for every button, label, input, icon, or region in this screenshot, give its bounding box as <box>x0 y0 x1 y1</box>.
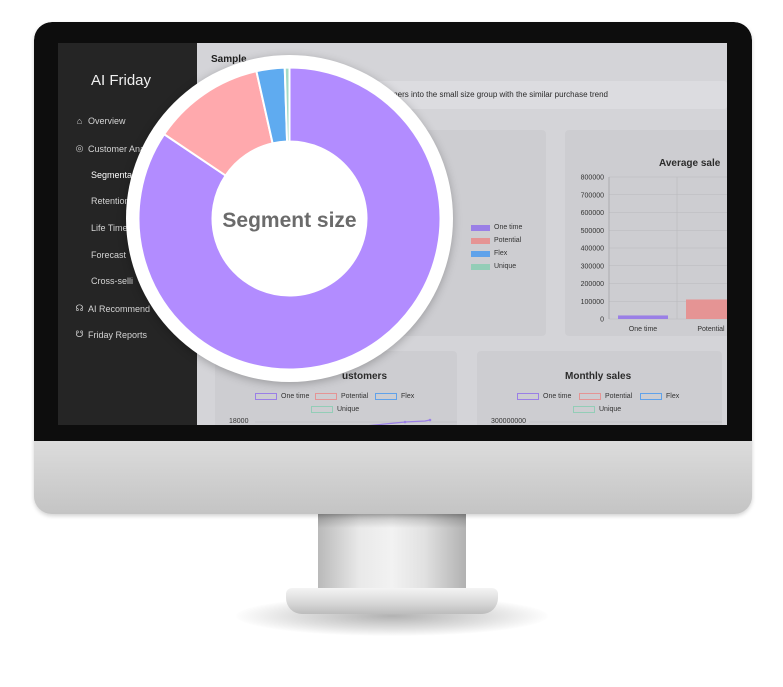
bar-one-time <box>618 315 668 319</box>
data-point <box>428 418 432 422</box>
monitor-stand <box>318 514 466 592</box>
customers-title: ustomers <box>342 371 388 382</box>
legend-label: Potential <box>341 393 369 400</box>
sidebar-item-label: Retention <box>91 196 130 206</box>
y-axis-tick: 300000000 <box>491 418 527 425</box>
sidebar-item-label: Cross-selli <box>91 276 134 286</box>
legend-label: Potential <box>605 393 633 400</box>
legend-item-unique: Unique <box>311 406 359 413</box>
x-axis-tick: Potential <box>697 326 725 333</box>
donut-slice-unique <box>283 66 291 143</box>
monitor-stand-shadow <box>318 514 466 528</box>
legend-label: Unique <box>494 263 517 270</box>
legend-swatch <box>375 393 397 400</box>
segment-size-donut <box>137 66 442 371</box>
legend-label: One time <box>494 224 523 231</box>
series-line-one-time <box>368 419 431 425</box>
legend-item-flex: Flex <box>375 393 414 400</box>
y-axis-tick: 300000 <box>581 263 604 270</box>
legend-swatch <box>471 250 490 257</box>
customers-chart <box>255 418 457 425</box>
legend-item-one-time: One time <box>517 393 571 400</box>
legend-swatch <box>315 393 337 400</box>
y-axis-tick: 700000 <box>581 192 604 199</box>
monitor-stand-base <box>286 588 498 614</box>
monthly-sales-chart <box>529 421 722 423</box>
legend-item-potential: Potential <box>471 237 521 244</box>
sidebar-item-label: Life Time <box>91 223 128 233</box>
sidebar-item-retention[interactable]: Retention <box>91 196 130 206</box>
sidebar-item-forecast[interactable]: Forecast <box>91 250 126 260</box>
magnifier-callout: Segment size <box>126 55 453 382</box>
brain-icon: ☊ <box>75 303 84 313</box>
y-axis-tick: 400000 <box>581 246 604 253</box>
legend-label: Unique <box>337 406 360 413</box>
legend-item-one-time: One time <box>255 393 309 400</box>
legend-swatch <box>573 406 595 413</box>
legend-swatch <box>471 263 490 270</box>
sidebar-item-label: Segmenta <box>91 170 133 180</box>
monthly-sales-card: Monthly sales One time Potential Flex Un… <box>477 351 722 425</box>
legend-label: One time <box>281 393 310 400</box>
data-point <box>403 420 407 424</box>
legend-swatch <box>579 393 601 400</box>
sidebar-item-friday-reports[interactable]: ☋ Friday Reports <box>74 329 148 340</box>
legend-item-potential: Potential <box>579 393 632 400</box>
monthly-sales-title: Monthly sales <box>565 371 632 382</box>
average-sales-title: Average sale <box>659 158 721 169</box>
y-axis-tick: 500000 <box>581 228 604 235</box>
legend-label: Flex <box>494 250 508 257</box>
page-title: Sample <box>211 54 247 65</box>
y-axis-tick: 18000 <box>229 418 249 425</box>
sidebar-item-label: AI Recommend <box>88 303 151 314</box>
legend-item-flex: Flex <box>640 393 679 400</box>
target-icon: ◎ <box>75 143 84 153</box>
y-axis-tick: 0 <box>600 317 604 324</box>
legend-item-unique: Unique <box>471 263 516 270</box>
legend-item-one-time: One time <box>471 224 522 231</box>
sidebar-item-label: Overview <box>88 116 126 126</box>
sidebar-item-ai-recommend[interactable]: ☊ AI Recommend <box>74 303 151 314</box>
sidebar-item-label: Customer Ana <box>88 143 146 154</box>
average-sales-card: Average sale 800000 700000 600000 500000 400… <box>565 130 727 336</box>
legend-item-unique: Unique <box>573 406 621 413</box>
legend-label: One time <box>543 393 572 400</box>
sidebar-item-overview[interactable]: ⌂ Overview <box>74 116 126 126</box>
legend-swatch <box>517 393 539 400</box>
legend-label: Unique <box>599 406 622 413</box>
y-axis-tick: 600000 <box>581 210 604 217</box>
legend-label: Potential <box>494 237 522 244</box>
app-title: AI Friday <box>90 72 151 89</box>
x-axis-tick: One time <box>629 326 658 333</box>
sidebar-item-life-time[interactable]: Life Time <box>91 223 128 233</box>
average-sales-chart: 800000 700000 600000 500000 400000 300000 2000… <box>581 175 727 333</box>
sidebar-item-label: Forecast <box>91 250 127 260</box>
legend-swatch <box>311 406 333 413</box>
legend-label: Flex <box>666 393 680 400</box>
monitor-chin <box>34 441 752 514</box>
home-icon: ⌂ <box>76 116 83 126</box>
report-icon: ☋ <box>75 329 84 339</box>
description-text: mers into the small size group with the … <box>391 90 608 99</box>
y-axis-tick: 100000 <box>581 299 604 306</box>
legend-swatch <box>640 393 662 400</box>
sidebar-item-customer-analytics[interactable]: ◎ Customer Ana <box>74 143 145 154</box>
sidebar-item-label: Friday Reports <box>88 329 148 340</box>
y-axis-tick: 200000 <box>581 281 604 288</box>
legend-swatch <box>255 393 277 400</box>
legend-label: Flex <box>401 393 415 400</box>
legend-swatch <box>471 237 490 244</box>
sidebar-item-segmentation[interactable]: Segmenta <box>91 170 132 180</box>
legend-item-flex: Flex <box>471 250 507 257</box>
segment-size-title: Segment size <box>222 209 357 232</box>
bar-potential <box>686 299 727 319</box>
sidebar-item-cross-selling[interactable]: Cross-selli <box>91 276 133 286</box>
legend-swatch <box>471 224 490 231</box>
y-axis-tick: 800000 <box>581 175 604 182</box>
donut-slice-one-time <box>137 66 442 371</box>
legend-item-potential: Potential <box>315 393 368 400</box>
